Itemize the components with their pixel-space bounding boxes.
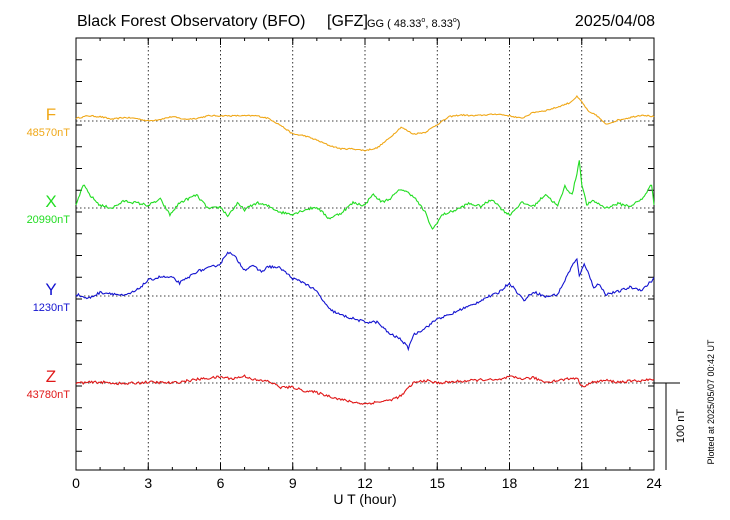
coordinates-prefix: GG ( 48.33 [367,18,421,30]
x-tick-label: 21 [574,475,590,491]
plotted-at-label: Plotted at 2025/05/07 00:42 UT [706,339,716,465]
x-tick-label: 3 [144,475,152,491]
scale-bar-label: 100 nT [675,409,687,444]
coordinates-mid: , 8.33 [425,18,453,30]
series-baseline-z: 43780nT [27,389,71,401]
x-tick-label: 18 [502,475,518,491]
x-tick-labels: 0 3 6 9 12 15 18 21 24 [72,475,662,491]
series-labels: F 48570nT X 20990nT Y 1230nT Z 43780nT [27,105,71,401]
coordinates-label: GG ( 48.33o, 8.33o) [367,17,460,30]
series-name-y: Y [45,280,56,299]
series-line-f [75,95,655,152]
x-tick-label: 6 [217,475,225,491]
series-baseline-x: 20990nT [27,214,71,226]
x-tick-label: 24 [646,475,662,491]
x-tick-label: 0 [72,475,80,491]
series-name-x: X [45,192,56,211]
coordinates-suffix: ) [457,18,461,30]
chart-date: 2025/04/08 [575,13,655,30]
chart-title: Black Forest Observatory (BFO) [77,13,306,30]
series-baseline-y: 1230nT [33,302,71,314]
axis-ticks [75,37,655,470]
scale-bar: 100 nT [654,382,687,470]
institute-label: [GFZ] [327,13,368,30]
series-lines [75,95,655,406]
degree-mark-lat: o [421,17,425,24]
degree-mark-lon: o [453,17,457,24]
series-baseline-f: 48570nT [27,127,71,139]
series-name-f: F [46,105,56,124]
grid-lines [147,38,583,470]
series-line-x [75,160,655,230]
x-tick-label: 9 [289,475,297,491]
series-line-y [75,251,655,352]
series-name-z: Z [46,367,56,386]
x-tick-label: 15 [429,475,445,491]
series-line-z [75,374,655,406]
x-axis-label: U T (hour) [333,491,396,507]
baselines [76,120,654,384]
x-tick-label: 12 [357,475,373,491]
